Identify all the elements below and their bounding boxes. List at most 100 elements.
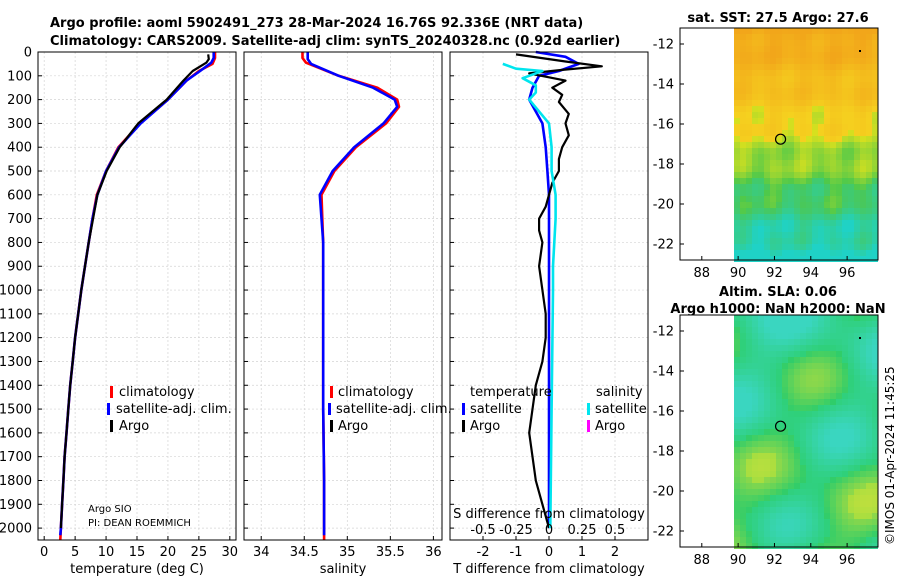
- map-cell: [734, 393, 740, 399]
- map-cell: [800, 429, 806, 435]
- map-cell: [734, 238, 740, 244]
- map-cell: [812, 184, 818, 190]
- map-cell: [776, 70, 782, 76]
- map-cell: [752, 214, 758, 220]
- map-cell: [740, 112, 746, 118]
- map-cell: [740, 76, 746, 82]
- map-cell: [860, 525, 866, 531]
- map-cell: [764, 214, 770, 220]
- map-cell: [806, 327, 812, 333]
- map-cell: [794, 232, 800, 238]
- map-cell: [740, 327, 746, 333]
- map-cell: [830, 166, 836, 172]
- map-cell: [752, 88, 758, 94]
- map-cell: [752, 130, 758, 136]
- map-cell: [746, 351, 752, 357]
- map-cell: [842, 417, 848, 423]
- map-cell: [770, 202, 776, 208]
- map-cell: [776, 52, 782, 58]
- map-cell: [836, 531, 842, 537]
- map-cell: [830, 118, 836, 124]
- map-cell: [836, 214, 842, 220]
- map-cell: [806, 112, 812, 118]
- map-cell: [782, 459, 788, 465]
- map-cell: [866, 471, 872, 477]
- map-cell: [758, 190, 764, 196]
- map-cell: [770, 244, 776, 250]
- map-cell: [740, 40, 746, 46]
- map-cell: [872, 154, 878, 160]
- map-cell: [788, 196, 794, 202]
- y-tick-label: 1900: [0, 498, 32, 513]
- x-tick-label: 0: [40, 545, 48, 560]
- map-cell: [746, 447, 752, 453]
- map-cell: [776, 495, 782, 501]
- legend-marker-climatology: [110, 386, 113, 398]
- map-cell: [860, 339, 866, 345]
- map-cell: [734, 459, 740, 465]
- map-cell: [800, 58, 806, 64]
- map-cell: [788, 333, 794, 339]
- map-cell: [842, 118, 848, 124]
- map-cell: [818, 148, 824, 154]
- map-cell: [776, 327, 782, 333]
- map-cell: [740, 124, 746, 130]
- map-x-tick-label: 94: [803, 553, 820, 568]
- map-cell: [806, 363, 812, 369]
- map-cell: [746, 130, 752, 136]
- map-cell: [848, 417, 854, 423]
- map-cell: [860, 220, 866, 226]
- map-cell: [740, 160, 746, 166]
- map-cell: [824, 46, 830, 52]
- map-cell: [800, 369, 806, 375]
- map-cell: [836, 393, 842, 399]
- map-cell: [818, 417, 824, 423]
- map-cell: [854, 256, 860, 262]
- map-cell: [818, 525, 824, 531]
- map-cell: [830, 513, 836, 519]
- map-cell: [860, 471, 866, 477]
- map-cell: [806, 519, 812, 525]
- map-cell: [800, 100, 806, 106]
- map-cell: [824, 345, 830, 351]
- map-cell: [794, 327, 800, 333]
- map-cell: [836, 154, 842, 160]
- map-cell: [872, 315, 878, 321]
- map-cell: [794, 387, 800, 393]
- map-cell: [854, 220, 860, 226]
- map-cell: [794, 351, 800, 357]
- diff-legend-label-s-argo: Argo: [595, 419, 625, 434]
- map-cell: [842, 148, 848, 154]
- map-cell: [788, 471, 794, 477]
- map-cell: [746, 142, 752, 148]
- map-cell: [818, 513, 824, 519]
- map-cell: [860, 64, 866, 70]
- map-cell: [812, 459, 818, 465]
- map-cell: [752, 519, 758, 525]
- map-cell: [854, 238, 860, 244]
- map-cell: [752, 184, 758, 190]
- map-cell: [764, 70, 770, 76]
- map-cell: [764, 76, 770, 82]
- map-cell: [806, 375, 812, 381]
- map-cell: [752, 333, 758, 339]
- map-cell: [830, 130, 836, 136]
- map-cell: [758, 357, 764, 363]
- diff-legend-marker-t-satellite: [462, 403, 465, 415]
- map-cell: [812, 339, 818, 345]
- map-cell: [794, 459, 800, 465]
- map-cell: [758, 423, 764, 429]
- map-cell: [752, 423, 758, 429]
- map-cell: [800, 154, 806, 160]
- map-cell: [770, 70, 776, 76]
- map-cell: [860, 543, 866, 549]
- map-cell: [866, 483, 872, 489]
- map-cell: [812, 148, 818, 154]
- map-cell: [782, 477, 788, 483]
- map-cell: [776, 351, 782, 357]
- map-cell: [848, 489, 854, 495]
- map-cell: [824, 351, 830, 357]
- map-cell: [860, 465, 866, 471]
- x-tick-label: 15: [129, 545, 146, 560]
- map-cell: [758, 244, 764, 250]
